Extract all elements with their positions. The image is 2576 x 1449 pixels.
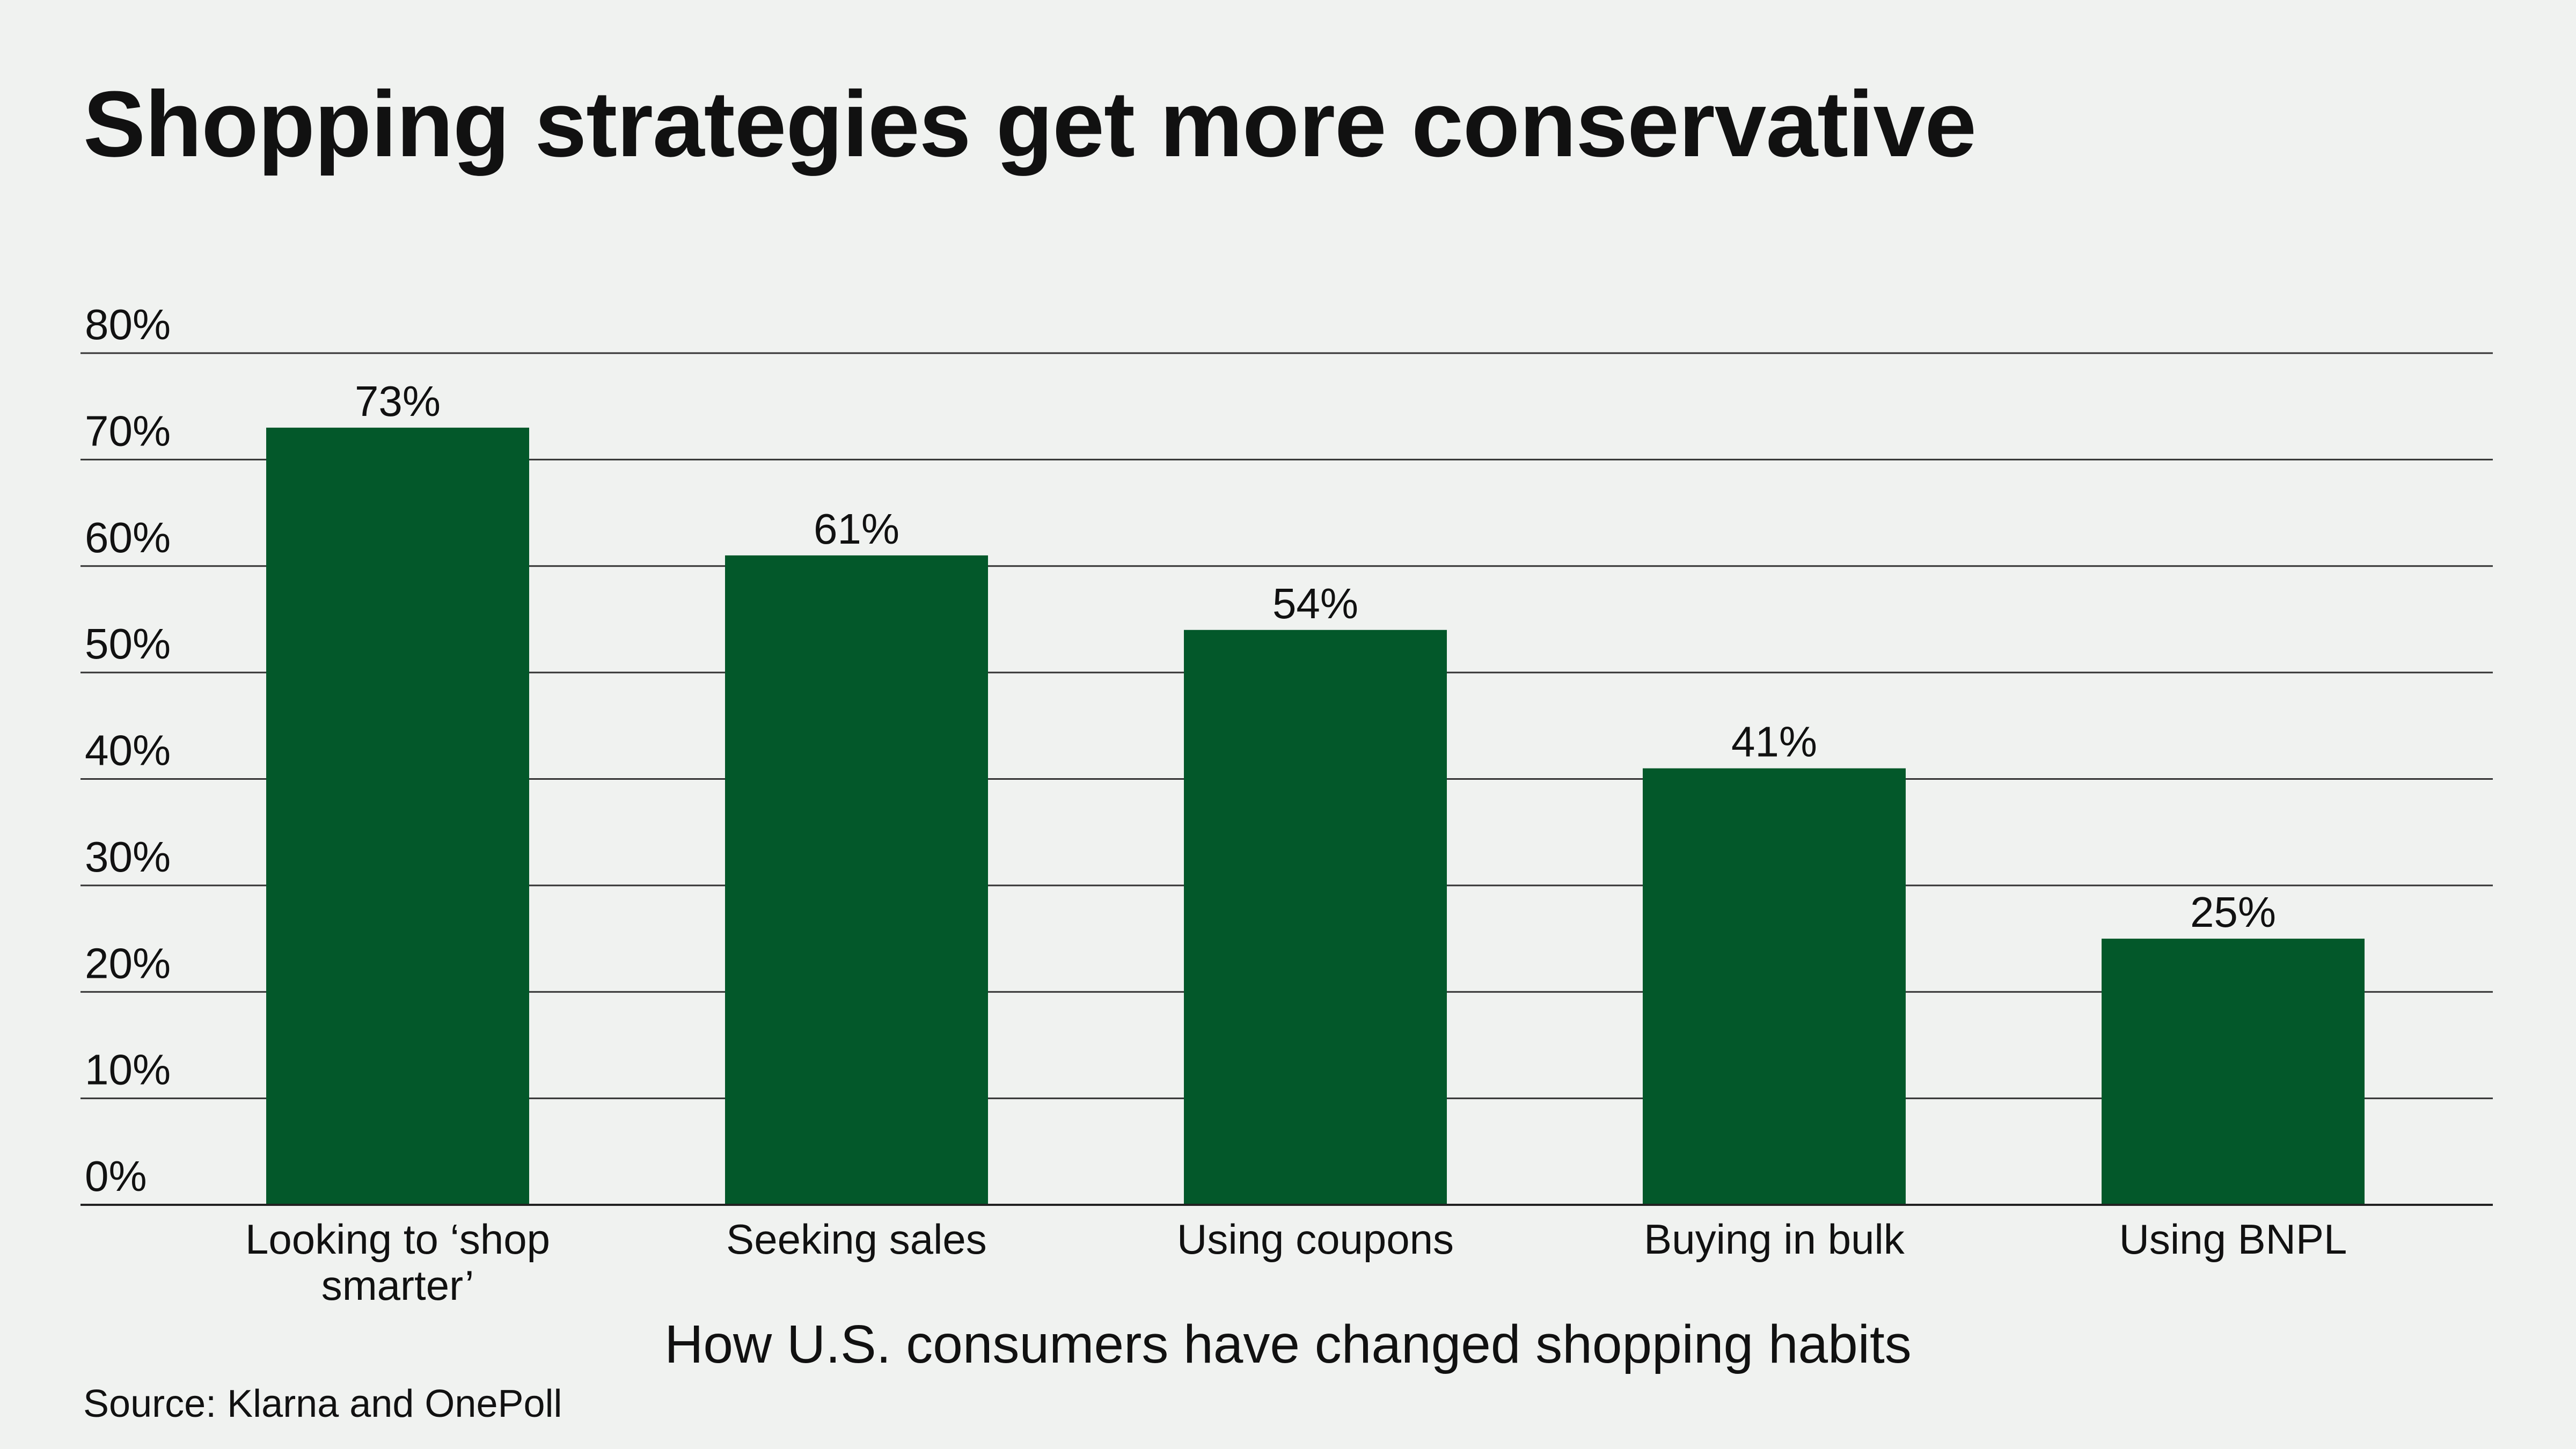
y-tick-label: 70%	[85, 407, 171, 455]
y-tick-label: 30%	[85, 833, 171, 881]
category-label: Using coupons	[1177, 1216, 1454, 1263]
data-labels: 73% 61% 54% 41% 25%	[355, 377, 2276, 936]
source-note: Source: Klarna and OnePoll	[83, 1382, 562, 1425]
category-label: Looking to ‘shop	[245, 1216, 550, 1263]
chart-title: Shopping strategies get more conservativ…	[83, 71, 1977, 176]
y-tick-label: 20%	[85, 939, 171, 987]
category-label: smarter’	[321, 1262, 474, 1309]
bars	[266, 427, 2365, 1205]
y-axis-ticks: 0% 10% 20% 30% 40% 50% 60% 70% 80%	[85, 301, 171, 1200]
bar	[266, 427, 529, 1205]
data-label: 25%	[2190, 888, 2276, 936]
bar	[1643, 768, 1906, 1205]
bar	[1184, 630, 1447, 1205]
y-tick-label: 40%	[85, 727, 171, 774]
category-label: Using BNPL	[2119, 1216, 2347, 1263]
bar	[2102, 939, 2365, 1205]
data-label: 73%	[355, 377, 441, 425]
y-tick-label: 50%	[85, 620, 171, 668]
bar	[725, 555, 988, 1205]
category-label: Seeking sales	[726, 1216, 987, 1263]
x-axis-label: How U.S. consumers have changed shopping…	[664, 1314, 1912, 1374]
y-tick-label: 60%	[85, 514, 171, 561]
y-tick-label: 10%	[85, 1046, 171, 1094]
data-label: 61%	[814, 505, 899, 553]
data-label: 41%	[1731, 718, 1817, 766]
category-label: Buying in bulk	[1644, 1216, 1905, 1263]
data-label: 54%	[1272, 580, 1358, 627]
y-tick-label: 0%	[85, 1152, 147, 1200]
y-tick-label: 80%	[85, 301, 171, 348]
